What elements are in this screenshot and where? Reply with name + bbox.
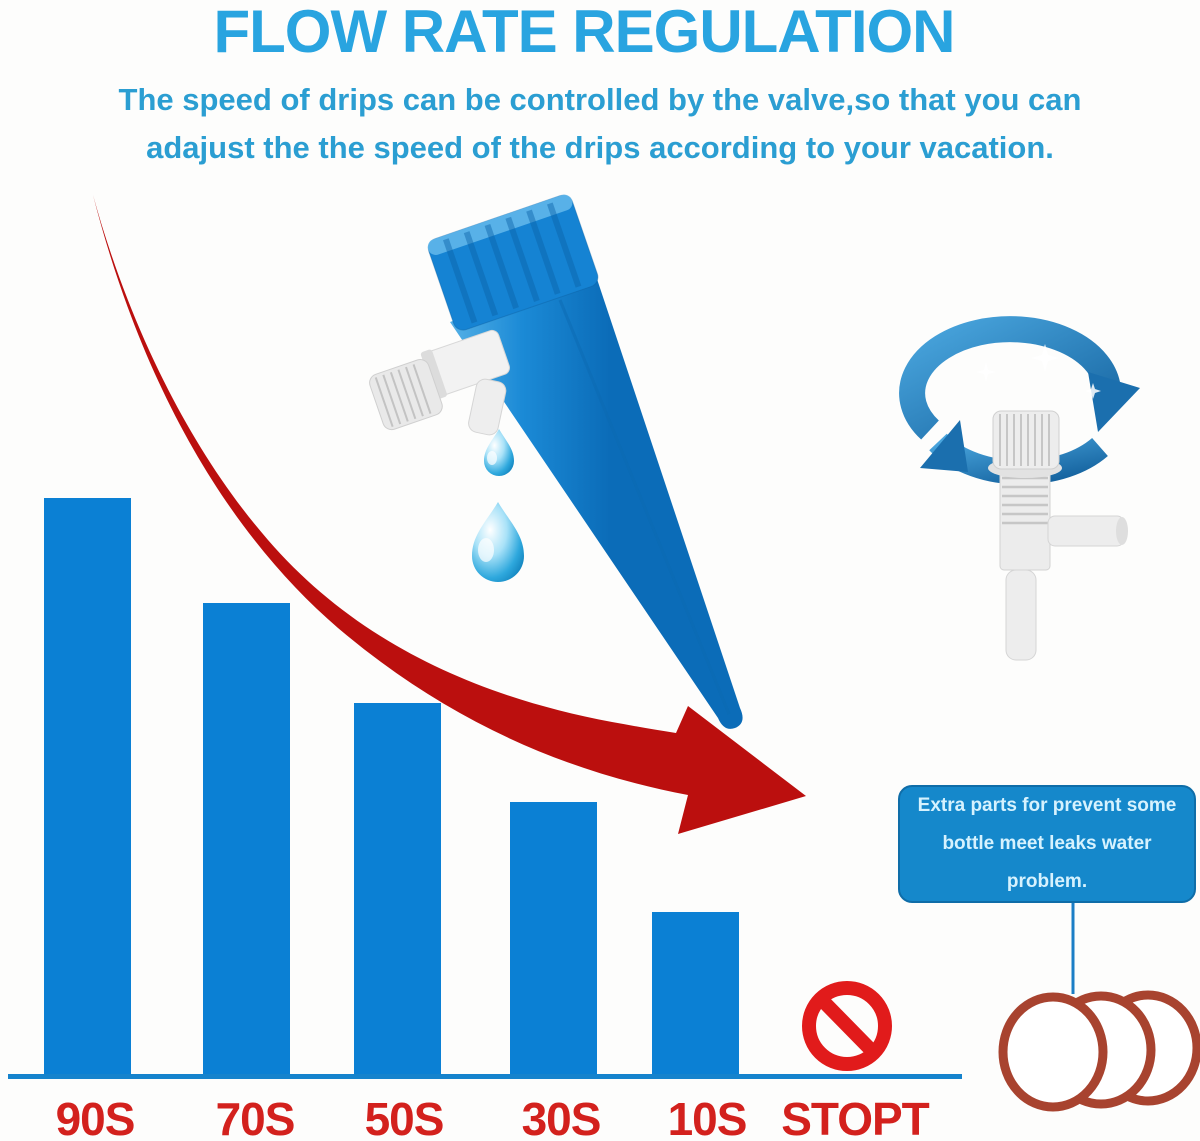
callout-line-3: problem. <box>1006 871 1088 892</box>
callout-line-1: Extra parts for prevent some <box>917 795 1177 816</box>
callout-line-2: bottle meet leaks water <box>942 833 1152 854</box>
subtitle-line-1: The speed of drips can be controlled by … <box>118 82 1082 117</box>
x-axis-line <box>8 1074 962 1079</box>
axis-label-STOPT: STOPT <box>781 1093 930 1141</box>
axis-label-50S: 50S <box>364 1093 445 1141</box>
bar-30S <box>510 802 597 1077</box>
bar-10S <box>652 912 739 1077</box>
header: FLOW RATE REGULATION The speed of drips … <box>0 0 1200 172</box>
subtitle-line-2: adajust the the speed of the drips accor… <box>146 130 1054 165</box>
axis-label-90S: 90S <box>55 1093 136 1141</box>
axis-label-30S: 30S <box>521 1093 602 1141</box>
axis-label-10S: 10S <box>667 1093 748 1141</box>
page-title: FLOW RATE REGULATION <box>213 0 955 65</box>
callout-box: Extra parts for prevent some bottle meet… <box>898 785 1196 903</box>
axis-label-70S: 70S <box>215 1093 296 1141</box>
